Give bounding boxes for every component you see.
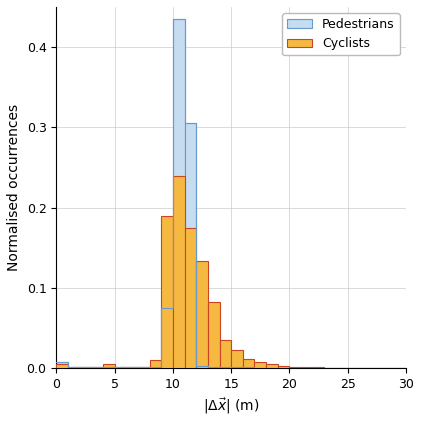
Bar: [149, 360, 161, 368]
Bar: [196, 366, 208, 368]
Bar: [115, 367, 126, 368]
Bar: [68, 367, 80, 368]
Bar: [231, 367, 243, 368]
Bar: [80, 367, 91, 368]
Bar: [243, 359, 255, 368]
Bar: [255, 362, 266, 368]
Bar: [56, 362, 68, 368]
Bar: [219, 340, 231, 368]
Bar: [243, 367, 255, 368]
Bar: [208, 367, 219, 368]
Bar: [149, 367, 161, 368]
Bar: [266, 364, 278, 368]
Bar: [161, 216, 173, 368]
Bar: [161, 308, 173, 368]
Bar: [301, 367, 313, 368]
Bar: [219, 367, 231, 368]
Bar: [68, 367, 80, 368]
Bar: [103, 367, 115, 368]
Bar: [313, 367, 325, 368]
Bar: [290, 367, 301, 368]
Bar: [80, 367, 91, 368]
Bar: [278, 366, 290, 368]
Bar: [126, 367, 138, 368]
Bar: [138, 367, 149, 368]
Legend: Pedestrians, Cyclists: Pedestrians, Cyclists: [282, 13, 400, 55]
Bar: [115, 367, 126, 368]
Bar: [138, 367, 149, 368]
Bar: [126, 367, 138, 368]
Bar: [173, 19, 184, 368]
Bar: [208, 302, 219, 368]
Y-axis label: Normalised occurrences: Normalised occurrences: [7, 104, 21, 271]
Bar: [56, 364, 68, 368]
Bar: [184, 124, 196, 368]
Bar: [103, 364, 115, 368]
X-axis label: $|\Delta\vec{x}|$ (m): $|\Delta\vec{x}|$ (m): [203, 396, 259, 416]
Bar: [184, 228, 196, 368]
Bar: [91, 367, 103, 368]
Bar: [231, 351, 243, 368]
Bar: [196, 261, 208, 368]
Bar: [173, 176, 184, 368]
Bar: [91, 367, 103, 368]
